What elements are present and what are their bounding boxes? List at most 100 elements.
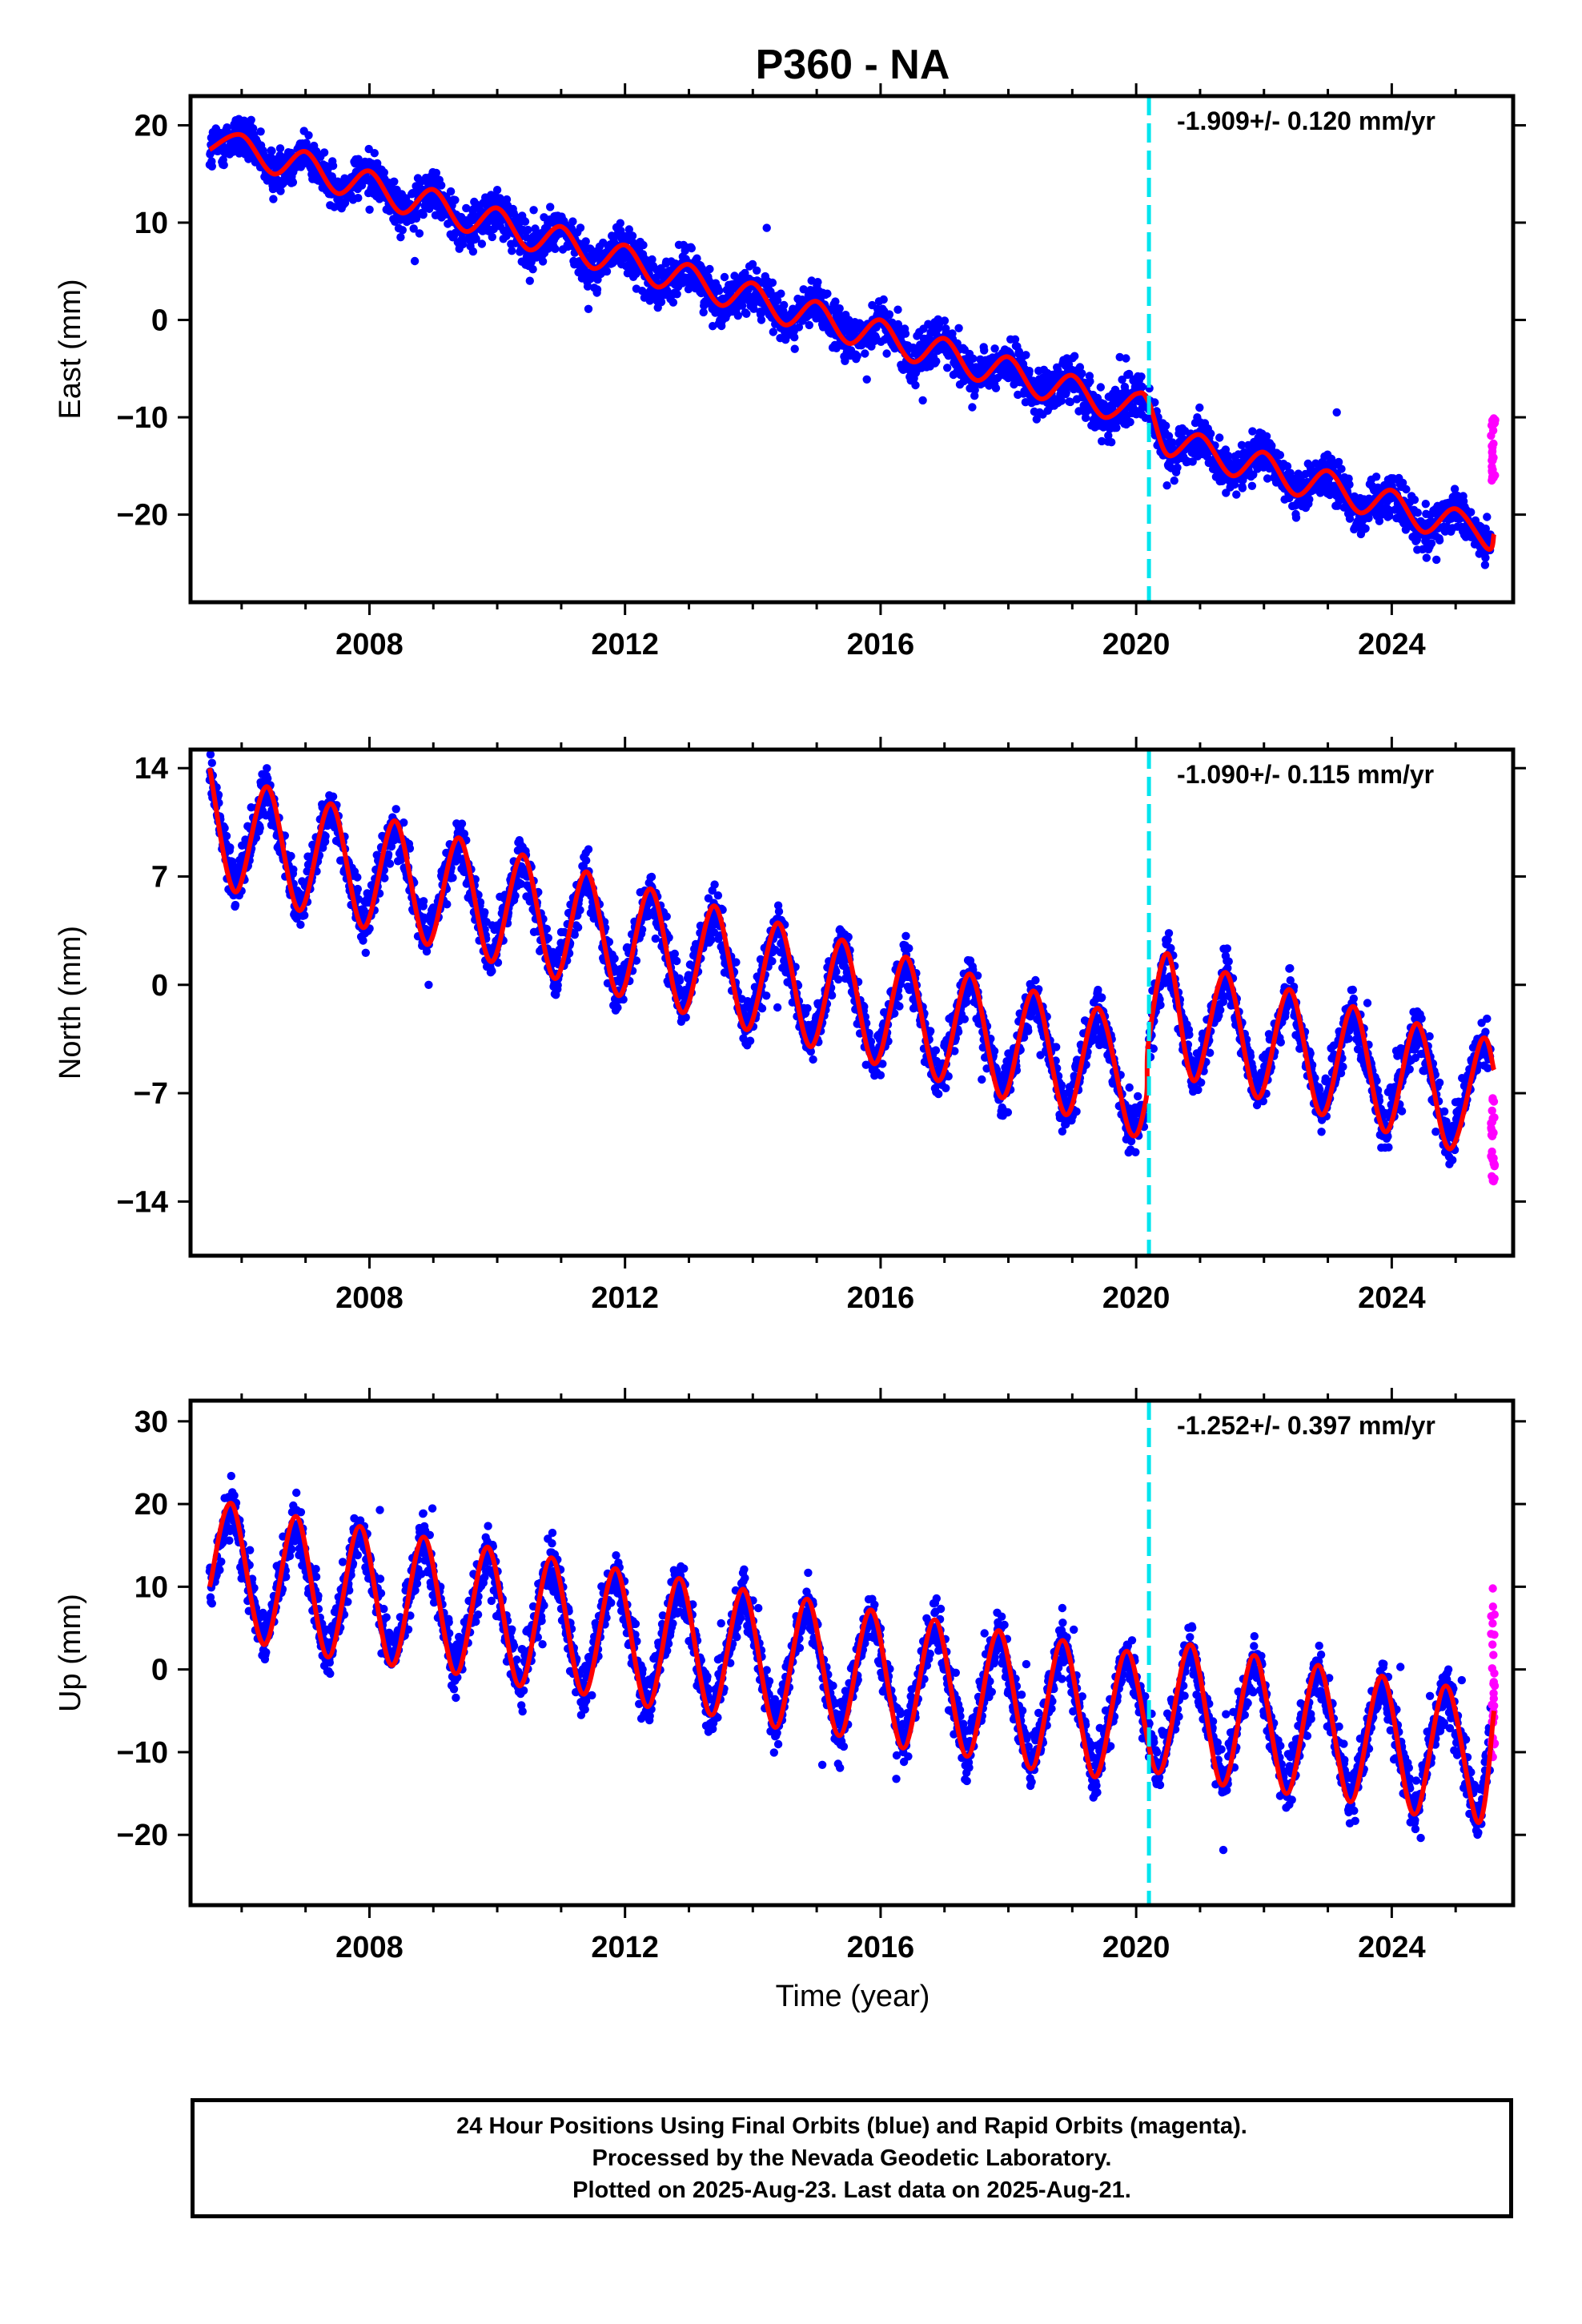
final-orbit-point <box>647 872 656 882</box>
final-orbit-point <box>732 958 741 967</box>
final-orbit-point <box>296 920 305 929</box>
rapid-orbit-point <box>1488 475 1497 484</box>
velocity-annotation: -1.909+/- 0.120 mm/yr <box>1177 107 1435 135</box>
final-orbit-point <box>632 956 641 965</box>
final-orbit-point <box>831 297 840 306</box>
final-orbit-point <box>289 865 298 875</box>
rapid-orbit-points <box>1487 414 1500 485</box>
x-tick-label: 2012 <box>591 628 659 661</box>
final-orbit-point <box>328 792 338 801</box>
final-orbit-point <box>604 938 614 947</box>
final-orbit-point <box>584 845 593 854</box>
final-orbit-point <box>1361 524 1370 533</box>
final-orbit-point <box>794 323 804 332</box>
final-orbit-point <box>713 891 723 900</box>
final-orbit-point <box>687 243 696 253</box>
final-orbit-point <box>219 160 228 170</box>
x-tick-label: 2016 <box>847 628 915 661</box>
final-orbit-point <box>720 272 729 282</box>
final-orbit-point <box>573 923 583 932</box>
final-orbit-point <box>1122 354 1130 363</box>
final-orbit-point <box>1410 495 1419 505</box>
final-orbit-point <box>1481 525 1491 533</box>
final-orbit-point <box>943 364 952 372</box>
final-orbit-point <box>970 385 979 395</box>
final-orbit-point <box>1022 351 1030 360</box>
final-orbit-point <box>1238 484 1247 493</box>
final-orbit-point <box>1195 403 1204 412</box>
final-orbit-point <box>799 285 808 294</box>
final-orbit-point <box>610 954 619 963</box>
final-orbit-point <box>582 856 591 865</box>
final-orbit-point <box>932 357 941 366</box>
rapid-orbit-point <box>1488 462 1496 471</box>
final-orbit-point <box>511 891 520 900</box>
final-orbit-point <box>1162 481 1171 490</box>
final-orbit-point <box>1070 352 1079 360</box>
rapid-orbit-point <box>1490 419 1500 428</box>
final-orbit-point <box>762 991 771 1000</box>
final-orbit-point <box>424 980 433 990</box>
final-orbit-point <box>231 900 240 910</box>
final-orbit-point <box>806 1047 815 1056</box>
final-orbit-point <box>365 205 374 214</box>
final-orbit-point <box>1467 508 1476 517</box>
final-orbit-point <box>508 247 516 255</box>
final-orbit-point <box>1481 553 1490 562</box>
final-orbit-point <box>1371 472 1381 481</box>
final-orbit-point <box>1232 490 1241 499</box>
final-orbit-point <box>581 237 590 246</box>
final-orbit-point <box>220 823 229 833</box>
final-orbit-point <box>226 843 235 852</box>
final-orbit-point <box>248 124 258 133</box>
final-orbit-point <box>1221 445 1231 454</box>
final-orbit-point <box>862 375 871 384</box>
final-orbit-point <box>1483 513 1492 521</box>
final-orbit-point <box>1207 429 1215 438</box>
final-orbit-point <box>1086 377 1094 386</box>
final-orbit-point <box>256 127 265 136</box>
final-orbit-point <box>773 1003 782 1012</box>
final-orbit-point <box>753 266 761 275</box>
final-orbit-point <box>476 898 485 907</box>
final-orbit-point <box>576 906 584 915</box>
final-orbit-point <box>1267 441 1276 450</box>
final-orbit-point <box>304 131 313 140</box>
final-orbit-point <box>275 144 285 153</box>
final-orbit-point <box>422 947 432 956</box>
final-orbit-point <box>263 764 271 773</box>
final-orbit-point <box>419 897 428 906</box>
model-curve <box>208 131 1497 553</box>
final-orbit-point <box>805 320 813 330</box>
final-orbit-point <box>1057 396 1066 405</box>
final-orbit-point <box>1066 397 1075 407</box>
final-orbit-point <box>584 304 593 313</box>
final-orbit-point <box>940 316 950 325</box>
final-orbit-point <box>675 976 685 985</box>
final-orbit-point <box>841 356 849 365</box>
final-orbit-point <box>222 831 231 841</box>
final-orbit-point <box>1345 514 1355 523</box>
final-orbit-point <box>969 354 978 363</box>
final-orbit-point <box>990 344 999 353</box>
final-orbit-point <box>803 1003 812 1013</box>
final-orbit-point <box>1173 463 1182 472</box>
final-orbit-point <box>742 309 751 318</box>
final-orbit-point <box>415 229 424 238</box>
final-orbit-point <box>390 177 399 186</box>
final-orbit-point <box>359 906 368 915</box>
final-orbit-point <box>1248 427 1257 436</box>
final-orbit-point <box>651 934 660 943</box>
final-orbit-point <box>300 911 309 920</box>
final-orbit-point <box>1337 464 1346 473</box>
y-tick-label: −10 <box>117 401 168 435</box>
y-tick-label: 20 <box>135 109 168 143</box>
final-orbit-point <box>542 924 551 934</box>
final-orbit-point <box>1215 433 1224 442</box>
final-orbit-point <box>432 168 441 178</box>
final-orbit-point <box>624 225 633 234</box>
final-orbit-point <box>1188 457 1197 466</box>
y-tick-label: 0 <box>151 304 168 338</box>
final-orbit-point <box>255 823 264 833</box>
